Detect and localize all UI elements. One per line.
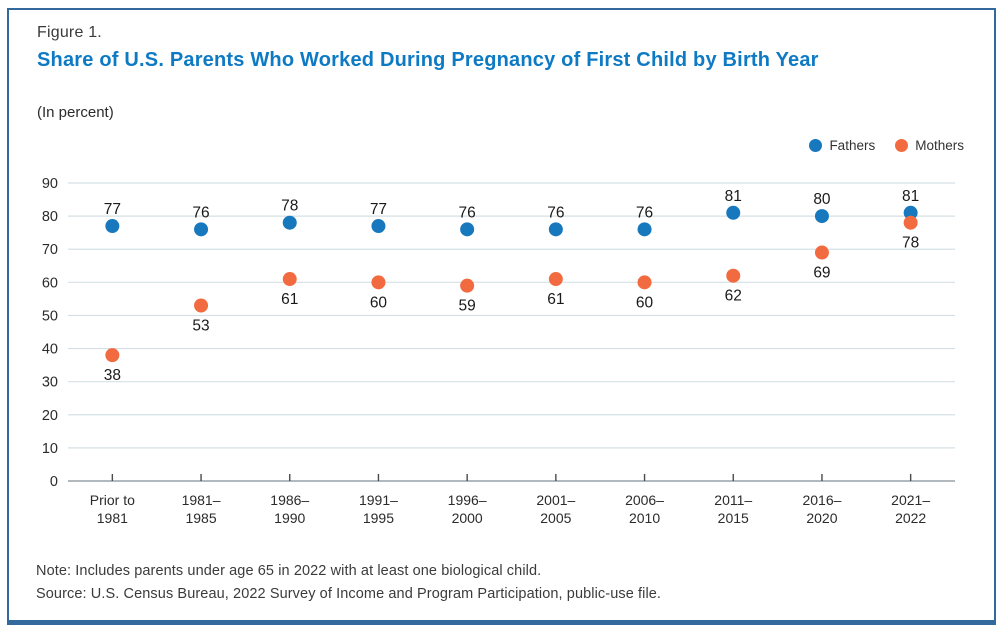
data-point-label: 76	[459, 204, 476, 221]
data-point-label: 78	[902, 235, 919, 252]
figure-source: Source: U.S. Census Bureau, 2022 Survey …	[36, 586, 662, 602]
legend-item-fathers: Fathers	[809, 138, 875, 153]
data-point-label: 59	[459, 298, 476, 315]
data-point-label: 80	[813, 191, 831, 208]
data-point-label: 78	[281, 198, 298, 215]
data-point-fathers	[460, 222, 475, 237]
chart-legend: Fathers Mothers	[809, 138, 964, 153]
data-point-fathers	[903, 205, 918, 220]
data-point-mothers	[371, 275, 386, 290]
x-axis-tick-label: 2000	[452, 510, 483, 526]
data-point-label: 61	[281, 291, 298, 308]
x-axis-tick-label: 1995	[363, 510, 394, 526]
data-point-label: 77	[104, 201, 121, 218]
y-axis-tick-label: 50	[42, 308, 58, 324]
x-axis-tick-label: 1990	[274, 510, 305, 526]
data-point-label: 38	[104, 367, 121, 384]
data-point-mothers	[903, 215, 918, 230]
data-point-mothers	[814, 245, 829, 260]
data-point-fathers	[371, 219, 386, 234]
x-axis-tick-label: 1981–	[182, 492, 221, 508]
figure-note: Note: Includes parents under age 65 in 2…	[36, 563, 542, 579]
legend-label-fathers: Fathers	[829, 138, 876, 153]
y-axis-tick-label: 0	[50, 474, 58, 490]
figure-frame	[7, 8, 996, 625]
x-axis-tick-label: 2021–	[891, 492, 930, 508]
x-axis-tick-label: 1981	[97, 510, 128, 526]
data-point-label: 76	[636, 204, 653, 221]
x-axis-tick-label: Prior to	[90, 492, 135, 508]
x-axis-tick-label: 2010	[629, 510, 660, 526]
data-point-label: 81	[902, 188, 919, 205]
data-point-mothers	[637, 275, 652, 290]
fathers-dot-icon	[809, 139, 823, 152]
data-point-mothers	[548, 272, 563, 287]
data-point-fathers	[637, 222, 652, 237]
x-axis-tick-label: 2016–	[802, 492, 841, 508]
x-axis-tick-label: 1986–	[270, 492, 309, 508]
x-axis-tick-label: 2005	[540, 510, 571, 526]
y-axis-tick-label: 40	[42, 342, 58, 358]
x-axis-tick-label: 2015	[718, 510, 749, 526]
legend-item-mothers: Mothers	[895, 138, 964, 153]
y-axis-tick-label: 90	[42, 176, 58, 192]
legend-label-mothers: Mothers	[915, 138, 964, 153]
figure-title: Share of U.S. Parents Who Worked During …	[37, 49, 819, 71]
data-point-label: 77	[370, 201, 387, 218]
x-axis-tick-label: 2022	[895, 510, 926, 526]
x-axis-tick-label: 2006–	[625, 492, 664, 508]
figure-number: Figure 1.	[37, 24, 102, 41]
data-point-label: 60	[370, 294, 388, 311]
data-point-mothers	[460, 278, 475, 293]
data-point-mothers	[105, 348, 120, 363]
data-point-label: 60	[636, 294, 654, 311]
data-point-fathers	[194, 222, 209, 237]
y-axis-tick-label: 70	[42, 242, 58, 258]
data-point-label: 81	[725, 188, 742, 205]
data-point-label: 62	[725, 288, 742, 305]
x-axis-tick-label: 2020	[806, 510, 837, 526]
mothers-dot-icon	[895, 139, 909, 152]
data-point-label: 69	[813, 265, 830, 282]
data-point-fathers	[726, 205, 741, 220]
data-point-fathers	[814, 209, 829, 224]
x-axis-tick-label: 1996–	[448, 492, 487, 508]
y-axis-tick-label: 20	[42, 408, 58, 424]
y-axis-tick-label: 80	[42, 209, 58, 225]
data-point-label: 76	[547, 204, 564, 221]
x-axis-tick-label: 2011–	[714, 492, 752, 508]
figure-subtitle: (In percent)	[37, 104, 114, 121]
data-point-label: 61	[547, 291, 564, 308]
data-point-mothers	[194, 298, 209, 313]
y-axis-tick-label: 30	[42, 375, 58, 391]
data-point-mothers	[726, 268, 741, 283]
x-axis-tick-label: 1985	[185, 510, 216, 526]
data-point-label: 53	[192, 318, 209, 335]
data-point-mothers	[282, 272, 297, 287]
data-point-fathers	[282, 215, 297, 230]
data-point-label: 76	[192, 204, 209, 221]
data-point-fathers	[548, 222, 563, 237]
y-axis-tick-label: 10	[42, 441, 58, 457]
x-axis-tick-label: 1991–	[359, 492, 398, 508]
data-point-fathers	[105, 219, 120, 234]
y-axis-tick-label: 60	[42, 275, 58, 291]
x-axis-tick-label: 2001–	[536, 492, 575, 508]
